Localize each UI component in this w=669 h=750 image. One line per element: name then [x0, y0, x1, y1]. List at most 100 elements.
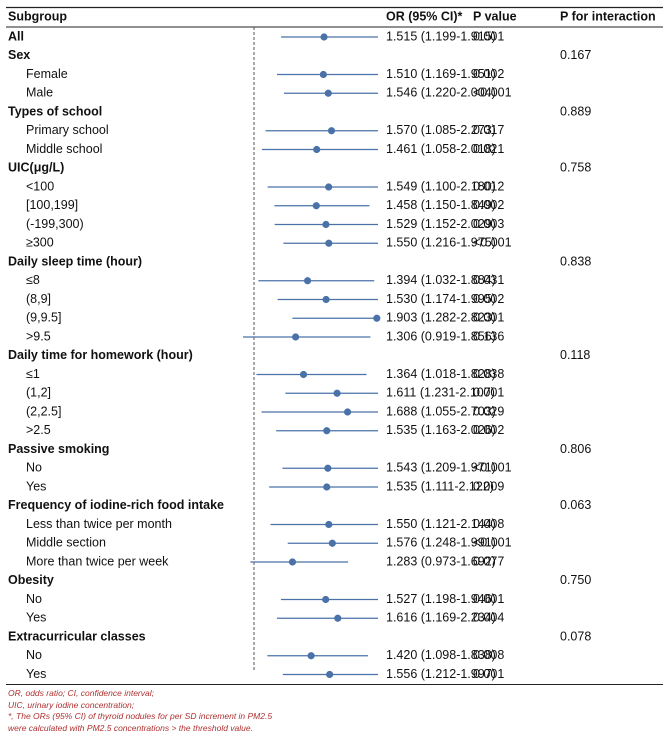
subgroup-label: ≤1 [26, 367, 40, 381]
subgroup-label: (9,9.5] [26, 311, 61, 325]
or-ci-value: 1.549 (1.100-2.180) [386, 179, 496, 193]
footnote-line: *, The ORs (95% CI) of thyroid nodules f… [8, 711, 273, 721]
or-ci-value: 1.510 (1.169-1.951) [386, 67, 496, 81]
subgroup-label: >9.5 [26, 329, 51, 343]
subgroup-label: Yes [26, 667, 46, 681]
p-value: 0.031 [473, 273, 504, 287]
or-ci-value: 1.903 (1.282-2.823) [386, 311, 496, 325]
or-ci-value: 1.461 (1.058-2.018) [386, 142, 496, 156]
p-value: 0.002 [473, 198, 504, 212]
subgroup-label: (-199,300) [26, 217, 84, 231]
group-label: Daily sleep time (hour) [8, 254, 142, 268]
or-point [325, 183, 333, 191]
subgroup-label: ≥300 [26, 236, 54, 250]
p-value: 0.021 [473, 142, 504, 156]
or-point [312, 202, 320, 210]
subgroup-label: More than twice per week [26, 554, 169, 568]
or-ci-value: 1.306 (0.919-1.856) [386, 329, 496, 343]
or-ci-value: 1.364 (1.018-1.828) [386, 367, 496, 381]
or-ci-value: 1.556 (1.212-1.997) [386, 667, 496, 681]
p-value: 0.004 [473, 611, 504, 625]
p-value: 0.003 [473, 217, 504, 231]
or-ci-value: 1.616 (1.169-2.234) [386, 611, 496, 625]
subgroup-label: <100 [26, 179, 54, 193]
or-point [299, 370, 308, 379]
subgroup-label: No [26, 592, 42, 606]
or-ci-value: 1.527 (1.198-1.946) [386, 592, 496, 606]
p-value: 0.001 [473, 386, 504, 400]
subgroup-label: Middle school [26, 142, 102, 156]
subgroup-label: Middle section [26, 536, 106, 550]
p-value: 0.009 [473, 479, 504, 493]
p-value: <0.001 [473, 86, 512, 100]
p-value: 0.001 [473, 29, 504, 43]
group-label: Sex [8, 48, 30, 62]
group-label: Types of school [8, 104, 102, 118]
header-p-interaction: P for interaction [560, 9, 656, 23]
or-point [326, 670, 334, 679]
p-value: 0.001 [473, 592, 504, 606]
or-point [320, 33, 328, 41]
or-point [322, 595, 330, 604]
p-interaction-value: 0.806 [560, 442, 591, 456]
p-value: 0.001 [473, 311, 504, 325]
or-point [325, 520, 333, 529]
or-point [343, 408, 352, 416]
or-ci-value: 1.529 (1.152-2.029) [386, 217, 496, 231]
p-interaction-value: 0.758 [560, 161, 591, 175]
or-ci-value: 1.535 (1.163-2.026) [386, 423, 496, 437]
or-ci-value: 1.283 (0.973-1.692) [386, 554, 496, 568]
p-value: 0.012 [473, 179, 504, 193]
or-point [325, 239, 333, 247]
group-label: Passive smoking [8, 442, 109, 456]
footnotes: OR, odds ratio; CI, confidence interval;… [8, 688, 328, 734]
or-point [313, 145, 321, 154]
or-point [322, 295, 330, 304]
or-ci-value: 1.611 (1.231-2.107) [386, 386, 495, 400]
or-point [319, 70, 327, 79]
subgroup-label: Female [26, 67, 68, 81]
or-point [373, 314, 381, 322]
footnote-line: OR, odds ratio; CI, confidence interval; [8, 688, 154, 698]
footnote-line: UIC, urinary iodine concentration; [8, 699, 135, 710]
or-point [288, 558, 297, 566]
or-point [324, 89, 332, 97]
or-point [292, 333, 300, 341]
or-point [323, 483, 331, 491]
or-point [322, 220, 330, 229]
or-ci-value: 1.543 (1.209-1.971) [386, 461, 496, 475]
p-value: 0.008 [473, 517, 504, 531]
header-subgroup: Subgroup [8, 9, 67, 23]
p-interaction-value: 0.889 [560, 104, 591, 118]
p-value: 0.008 [473, 648, 504, 662]
or-ci-value: 1.458 (1.150-1.849) [386, 198, 496, 212]
or-ci-value: 1.546 (1.220-2.004) [386, 86, 496, 100]
or-point [334, 614, 342, 622]
subgroup-label: (8,9] [26, 292, 51, 306]
p-value: 0.002 [473, 423, 504, 437]
p-interaction-value: 0.167 [560, 48, 591, 62]
subgroup-label: Yes [26, 611, 46, 625]
p-value: 0.136 [473, 329, 504, 343]
or-ci-value: 1.688 (1.055-2.703) [386, 404, 496, 418]
header-p-value: P value [473, 9, 517, 23]
group-label: Frequency of iodine-rich food intake [8, 498, 224, 512]
or-point [303, 277, 312, 285]
subgroup-label: ≤8 [26, 273, 40, 287]
p-interaction-value: 0.118 [560, 348, 590, 362]
or-ci-value: 1.530 (1.174-1.995) [386, 292, 496, 306]
p-value: <0.001 [473, 536, 512, 550]
group-label: Daily time for homework (hour) [8, 348, 193, 362]
or-ci-value: 1.515 (1.199-1.915) [386, 29, 496, 43]
or-ci-value: 1.570 (1.085-2.273) [386, 123, 496, 137]
subgroup-label: Male [26, 86, 53, 100]
subgroup-label: Yes [26, 479, 46, 493]
p-value: 0.017 [473, 123, 504, 137]
or-point [328, 539, 336, 547]
or-ci-value: 1.394 (1.032-1.884) [386, 273, 496, 287]
or-ci-value: 1.420 (1.098-1.838) [386, 648, 496, 662]
or-point [324, 464, 332, 472]
group-label: Extracurricular classes [8, 629, 146, 643]
group-label: UIC(μg/L) [8, 161, 64, 175]
p-value: <0.001 [473, 461, 512, 475]
